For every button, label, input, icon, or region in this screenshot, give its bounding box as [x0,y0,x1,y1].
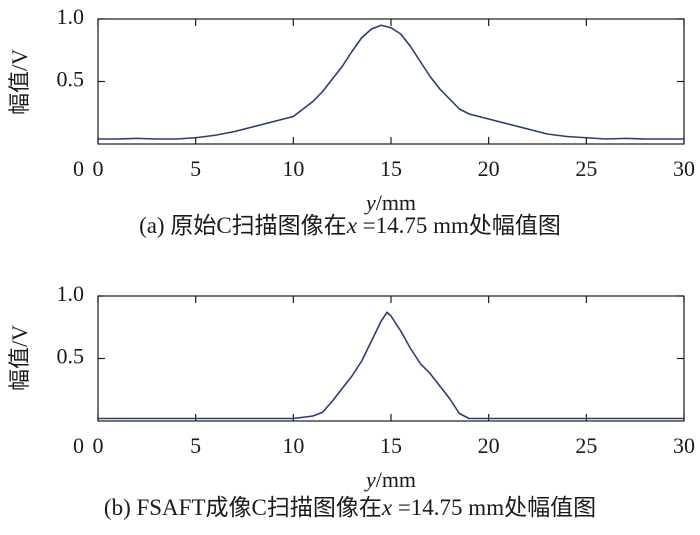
y-tick-label: 1.0 [57,4,85,29]
x-tick-label: 20 [478,156,500,181]
x-tick-label: 10 [282,433,304,458]
chart-caption: (a) 原始C扫描图像在x =14.75 mm处幅值图 [139,213,561,238]
y-axis-title: 幅值/V [7,325,32,391]
y-tick-label: 1.0 [57,281,85,306]
chart-caption: (b) FSAFT成像C扫描图像在x =14.75 mm处幅值图 [104,495,596,520]
x-tick-label: 30 [673,156,695,181]
y-axis-title: 幅值/V [7,49,32,115]
x-tick-label: 0 [93,433,104,458]
chart-panel-a: 0 5 10 15 20 25 30 0 0.5 1.0 y/mm 幅值/V (a) 原始C扫描图像在x… [7,4,695,238]
x-tick-label: 10 [282,156,304,181]
y-tick-label: 0.5 [57,344,85,369]
caption-prefix: (b) FSAFT成像C扫描图像在 [104,495,382,520]
plot-frame [97,18,685,145]
x-axis-title: y/mm [364,467,416,492]
series-line [98,24,684,140]
x-axis-var: y [364,467,376,492]
caption-suffix: =14.75 mm处幅值图 [392,495,596,520]
x-tick-label: 5 [190,433,201,458]
caption-prefix: (a) 原始C扫描图像在 [139,213,347,238]
x-tick-label: 5 [190,156,201,181]
x-tick-label: 30 [673,433,695,458]
x-tick-label: 20 [478,433,500,458]
x-tick-label: 15 [380,433,402,458]
y-tick-label: 0 [73,433,84,458]
x-axis-var: y [364,190,376,215]
x-tick-label: 0 [93,156,104,181]
caption-var: x [346,213,358,238]
series-line [98,311,684,420]
y-tick-label: 0 [73,156,84,181]
x-axis-unit: /mm [376,467,416,492]
caption-var: x [381,495,393,520]
x-tick-label: 25 [575,433,597,458]
y-tick-label: 0.5 [57,67,85,92]
x-axis-title: y/mm [364,190,416,215]
x-tick-label: 25 [575,156,597,181]
chart-panel-b: 0 5 10 15 20 25 30 0 0.5 1.0 y/mm 幅值/V (b) FSAFT成像C扫… [7,281,695,520]
caption-suffix: =14.75 mm处幅值图 [357,213,561,238]
x-axis-unit: /mm [376,190,416,215]
plot-frame [97,295,685,422]
x-tick-label: 15 [380,156,402,181]
